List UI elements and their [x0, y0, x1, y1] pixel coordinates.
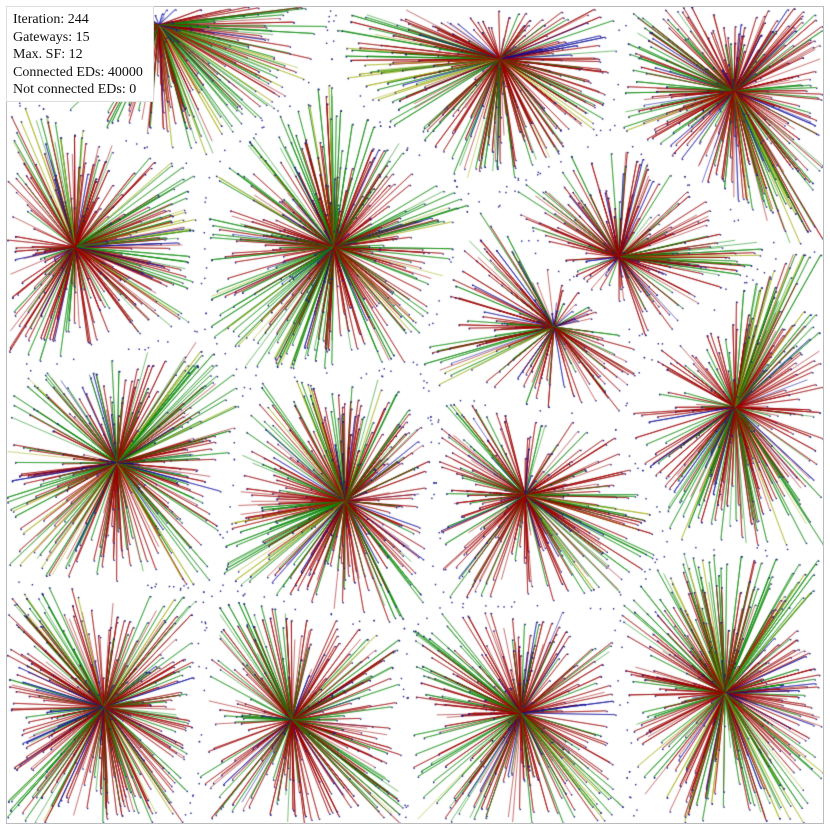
network-canvas — [7, 7, 823, 823]
iteration-label: Iteration: 244 — [13, 12, 89, 27]
gateways-label: Gateways: 15 — [13, 29, 90, 45]
simulation-view — [6, 6, 824, 824]
max-sf-label: Max. SF: 12 — [13, 47, 83, 62]
connected-eds-label: Connected EDs: 40000 — [13, 64, 143, 80]
stats-panel: Iteration: 244 Gateways: 15 Max. SF: 12 … — [6, 6, 154, 102]
not-connected-eds-label: Not connected EDs: 0 — [13, 82, 137, 97]
